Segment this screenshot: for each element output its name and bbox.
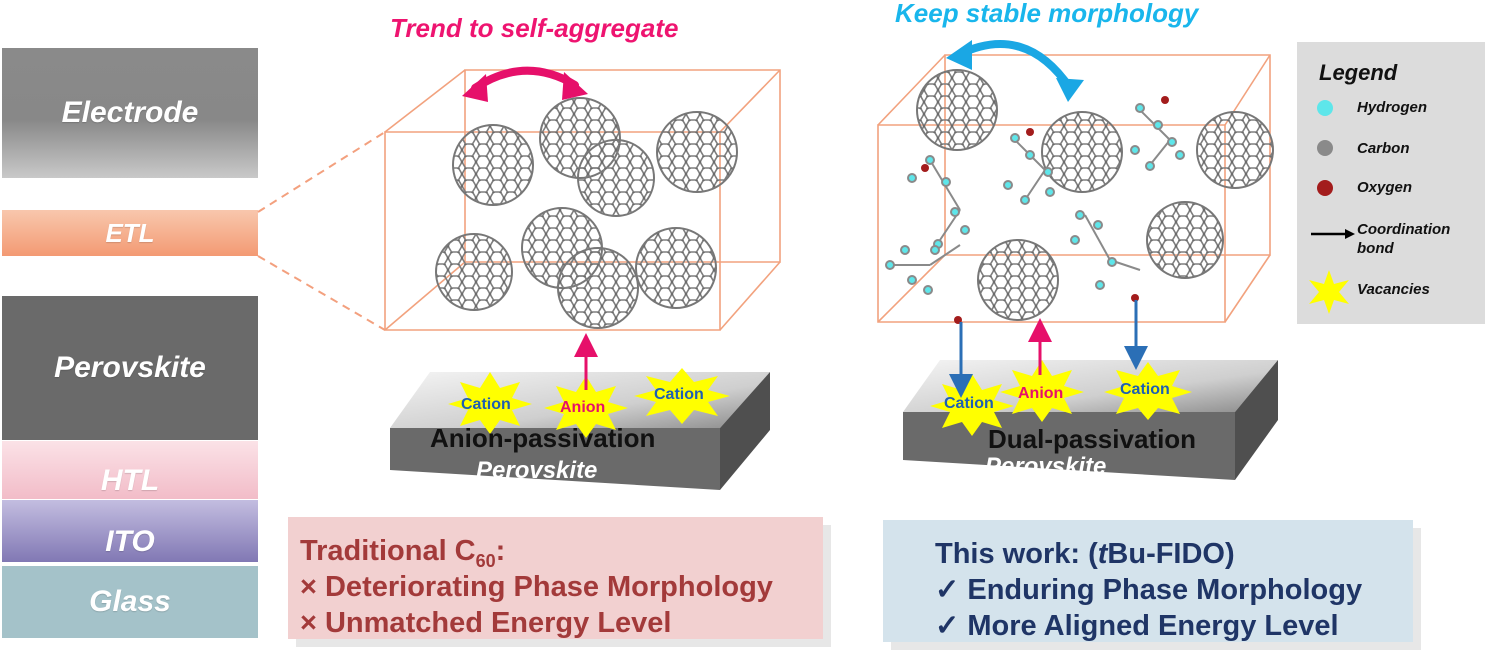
fullerene	[977, 239, 1059, 321]
right-passivation: Dual-passivation	[988, 424, 1196, 454]
legend-hydrogen: Hydrogen	[1357, 99, 1428, 116]
legend-title: Legend	[1319, 60, 1398, 85]
right-swap-arrowhead-a	[946, 40, 972, 70]
right-title: Keep stable morphology	[895, 0, 1200, 28]
right-molecules	[885, 69, 1274, 324]
fullerene	[1146, 201, 1224, 279]
hydrogen-icon	[1317, 100, 1333, 116]
left-swap-arrow	[471, 66, 579, 92]
fullerene	[1196, 111, 1274, 189]
vacancy-star	[448, 372, 532, 434]
layer-ito-label: ITO	[105, 525, 155, 558]
this-work-title: This work: (tBu-FIDO)	[935, 538, 1235, 570]
traditional-item-2: × Unmatched Energy Level	[300, 607, 672, 639]
vacancy-star	[1104, 362, 1192, 420]
this-work-box: This work: (tBu-FIDO) ✓ Enduring Phase M…	[883, 520, 1413, 642]
left-cation-1: Cation	[461, 396, 511, 413]
coordination-bond-icon	[1311, 229, 1355, 239]
left-swap-arrowhead-a	[462, 74, 488, 102]
layer-htl: HTL	[2, 441, 258, 499]
fullerene	[635, 227, 717, 309]
traditional-title: Traditional C60:	[300, 535, 506, 571]
fullerene	[916, 69, 998, 151]
legend: Legend Hydrogen Carbon Oxygen Coordinati…	[1297, 42, 1485, 324]
legend-oxygen: Oxygen	[1357, 179, 1413, 196]
vacancy-icon	[1309, 270, 1349, 314]
zoom-line-top	[257, 131, 386, 213]
left-substrate-label: Perovskite	[476, 457, 597, 484]
layer-glass-label: Glass	[89, 585, 171, 618]
left-cation-2: Cation	[654, 386, 704, 403]
left-swap-arrowhead-b	[562, 72, 588, 100]
layer-glass: Glass	[2, 566, 258, 638]
left-anion: Anion	[560, 399, 605, 416]
right-swap-arrowhead-b	[1056, 78, 1084, 102]
layer-perovskite-label: Perovskite	[54, 351, 206, 384]
right-cation-1: Cation	[944, 395, 994, 412]
fullerene	[452, 124, 534, 206]
traditional-box: Traditional C60: × Deteriorating Phase M…	[288, 517, 823, 639]
layer-perovskite: Perovskite	[2, 296, 258, 440]
tbu-side-chains	[885, 103, 1185, 295]
layer-htl-label: HTL	[100, 464, 160, 497]
right-substrate-label: Perovskite	[985, 453, 1106, 480]
oxygen-icon	[1317, 180, 1333, 196]
right-substrate	[903, 360, 1278, 480]
legend-vacancies: Vacancies	[1357, 281, 1430, 298]
layer-ito: ITO	[2, 500, 258, 562]
this-work-item-1: ✓ Enduring Phase Morphology	[935, 574, 1363, 606]
layer-etl-label: ETL	[105, 217, 155, 248]
left-fullerenes	[435, 97, 738, 329]
carbon-icon	[1317, 140, 1333, 156]
left-vacancies	[448, 368, 730, 438]
vacancy-star	[634, 368, 730, 424]
traditional-item-1: × Deteriorating Phase Morphology	[300, 571, 773, 603]
fullerene	[557, 247, 639, 329]
layer-electrode: Electrode	[2, 48, 258, 178]
right-anion: Anion	[1018, 385, 1063, 402]
vacancy-star	[1000, 360, 1084, 422]
right-cation-2: Cation	[1120, 381, 1170, 398]
fullerene	[577, 139, 655, 217]
legend-carbon: Carbon	[1357, 140, 1410, 157]
legend-coordination-bond: Coordination bond	[1357, 221, 1451, 257]
this-work-item-2: ✓ More Aligned Energy Level	[935, 610, 1339, 642]
vacancy-star	[544, 376, 628, 438]
fullerene	[656, 111, 738, 193]
right-swap-arrow	[954, 40, 1074, 92]
left-passivation: Anion-passivation	[430, 423, 655, 453]
fullerene	[435, 233, 513, 311]
layer-etl: ETL	[2, 210, 258, 256]
layer-electrode-label: Electrode	[61, 96, 199, 129]
left-title: Trend to self-aggregate	[390, 13, 678, 43]
zoom-line-bottom	[257, 255, 386, 331]
fullerene	[1041, 111, 1123, 193]
